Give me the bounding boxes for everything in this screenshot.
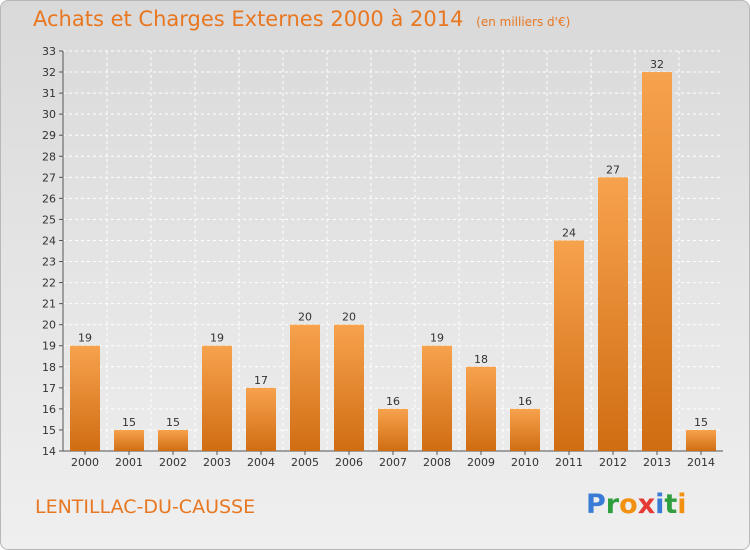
bar [246, 387, 276, 451]
bar [334, 324, 364, 451]
bar [422, 345, 452, 451]
x-tick-label: 2014 [687, 456, 715, 469]
y-tick-label: 26 [42, 192, 56, 205]
y-tick-label: 22 [42, 277, 56, 290]
x-tick-label: 2009 [467, 456, 495, 469]
y-tick-label: 30 [42, 108, 56, 121]
x-tick-label: 2002 [159, 456, 187, 469]
y-tick-label: 27 [42, 171, 56, 184]
y-tick-label: 28 [42, 150, 56, 163]
bar-value-label: 24 [562, 226, 576, 239]
bar-value-label: 20 [342, 311, 356, 324]
bar [686, 429, 716, 451]
x-tick-label: 2012 [599, 456, 627, 469]
bar-value-label: 16 [518, 395, 532, 408]
x-tick-label: 2013 [643, 456, 671, 469]
y-tick-label: 29 [42, 129, 56, 142]
logo-letter: P [586, 489, 606, 520]
bar-value-label: 20 [298, 311, 312, 324]
x-tick-label: 2000 [71, 456, 99, 469]
y-tick-label: 25 [42, 213, 56, 226]
bar-value-label: 15 [122, 416, 136, 429]
chart-title: Achats et Charges Externes 2000 à 2014 (… [33, 7, 570, 31]
y-tick-label: 19 [42, 340, 56, 353]
bar [378, 408, 408, 451]
bar-value-label: 19 [210, 332, 224, 345]
y-tick-label: 14 [42, 445, 56, 458]
bar-value-label: 19 [78, 332, 92, 345]
bar-value-label: 16 [386, 395, 400, 408]
x-tick-label: 2006 [335, 456, 363, 469]
y-tick-label: 17 [42, 382, 56, 395]
logo-letter: i [655, 489, 665, 520]
bar [202, 345, 232, 451]
location-label: LENTILLAC-DU-CAUSSE [35, 496, 256, 518]
bar [158, 429, 188, 451]
y-tick-label: 32 [42, 66, 56, 79]
bar [554, 240, 584, 451]
y-tick-label: 16 [42, 403, 56, 416]
x-tick-label: 2003 [203, 456, 231, 469]
y-tick-label: 24 [42, 234, 56, 247]
logo-letter: i [677, 489, 687, 520]
bar [114, 429, 144, 451]
x-tick-label: 2004 [247, 456, 275, 469]
bar [598, 177, 628, 451]
y-tick-label: 23 [42, 256, 56, 269]
bar [70, 345, 100, 451]
bar-value-label: 32 [650, 58, 664, 71]
proxiti-logo[interactable]: Proxiti [586, 489, 687, 520]
bar-value-label: 18 [474, 353, 488, 366]
logo-letter: x [637, 489, 656, 520]
chart-title-text: Achats et Charges Externes 2000 à 2014 [33, 7, 464, 31]
bar-value-label: 15 [694, 416, 708, 429]
logo-letter: t [664, 489, 678, 520]
y-tick-label: 15 [42, 424, 56, 437]
x-tick-label: 2008 [423, 456, 451, 469]
bar-value-label: 15 [166, 416, 180, 429]
bar [642, 72, 672, 451]
bar-value-label: 19 [430, 332, 444, 345]
bar-value-label: 17 [254, 374, 268, 387]
x-tick-label: 2001 [115, 456, 143, 469]
x-tick-label: 2007 [379, 456, 407, 469]
logo-letter: r [605, 489, 620, 520]
y-tick-label: 31 [42, 87, 56, 100]
x-tick-label: 2010 [511, 456, 539, 469]
bar [290, 324, 320, 451]
y-tick-label: 21 [42, 298, 56, 311]
y-tick-label: 18 [42, 361, 56, 374]
bar-value-label: 27 [606, 163, 620, 176]
bar [466, 366, 496, 451]
chart-subtitle: (en milliers d'€) [476, 15, 571, 29]
y-tick-label: 33 [42, 45, 56, 58]
logo-letter: o [619, 489, 638, 520]
bar [510, 408, 540, 451]
y-tick-label: 20 [42, 319, 56, 332]
x-tick-label: 2005 [291, 456, 319, 469]
x-tick-label: 2011 [555, 456, 583, 469]
